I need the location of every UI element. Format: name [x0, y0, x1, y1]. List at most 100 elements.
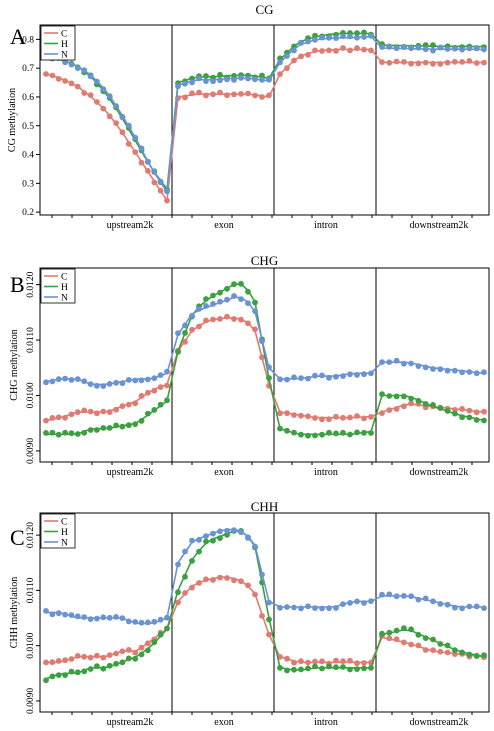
data-point [401, 59, 407, 65]
data-point [231, 281, 237, 288]
data-point [145, 619, 151, 626]
data-point [277, 410, 283, 417]
data-point [62, 375, 68, 382]
data-point [157, 631, 164, 638]
data-point [189, 584, 195, 591]
panel-letter: C [10, 525, 25, 550]
plot-frame [39, 24, 490, 216]
data-point [312, 605, 318, 611]
data-point [305, 665, 311, 672]
data-point [326, 416, 332, 423]
data-point [182, 573, 188, 580]
data-point [182, 338, 188, 345]
data-point [459, 406, 465, 412]
data-point [217, 71, 223, 78]
data-point [55, 658, 62, 664]
data-point [74, 653, 81, 659]
data-point [312, 32, 318, 39]
data-point [347, 431, 353, 438]
data-point [326, 34, 332, 41]
data-point [368, 664, 374, 671]
data-point [319, 34, 325, 41]
data-point [164, 397, 170, 404]
data-point [291, 666, 297, 673]
data-point [87, 408, 94, 415]
data-point [94, 615, 100, 622]
data-point [361, 34, 367, 40]
data-point [43, 659, 49, 666]
data-point [210, 577, 216, 583]
data-point [119, 114, 126, 121]
data-point [284, 53, 290, 59]
data-point [145, 168, 151, 174]
data-point [196, 580, 202, 586]
data-point [298, 40, 304, 46]
y-tick-label: 0.0110 [26, 577, 36, 603]
data-point [81, 90, 88, 96]
region-label-upstream2k: upstream2k [107, 467, 154, 478]
data-point [49, 673, 56, 680]
data-point [231, 316, 237, 322]
data-point [252, 92, 258, 99]
data-point [452, 604, 458, 611]
data-point [81, 67, 88, 74]
data-point [196, 306, 202, 312]
data-point [333, 430, 339, 437]
data-point [74, 376, 81, 382]
data-point [452, 647, 458, 654]
data-point [379, 359, 385, 365]
data-point [422, 635, 429, 641]
data-point [422, 647, 429, 653]
data-point [113, 614, 119, 620]
data-point [430, 42, 436, 48]
data-point [252, 299, 258, 306]
data-point [217, 289, 223, 296]
data-point [100, 408, 107, 415]
data-point [49, 72, 56, 79]
data-point [452, 45, 458, 52]
data-point [305, 413, 311, 420]
data-point [408, 395, 414, 402]
data-point [340, 414, 346, 421]
data-point [245, 582, 251, 589]
data-point [81, 378, 88, 385]
data-point [55, 610, 62, 617]
data-point [210, 530, 216, 537]
data-point [87, 381, 94, 387]
y-tick-label: 0.3 [22, 179, 34, 189]
data-point [196, 75, 202, 82]
data-point [145, 640, 151, 647]
data-point [125, 122, 132, 129]
data-point [55, 76, 62, 82]
data-point [113, 103, 119, 109]
data-point [430, 598, 436, 605]
data-point [94, 410, 100, 417]
region-label-upstream2k: upstream2k [107, 717, 154, 728]
data-point [74, 431, 81, 437]
data-point [224, 531, 230, 538]
data-point [74, 83, 81, 90]
data-point [203, 576, 209, 583]
data-point [347, 414, 353, 421]
data-point [196, 323, 202, 330]
data-point [354, 45, 360, 52]
data-point [326, 429, 332, 436]
data-point [182, 330, 188, 336]
data-point [203, 303, 209, 309]
data-point [106, 425, 113, 431]
data-point [473, 370, 480, 377]
data-point [151, 375, 158, 382]
data-point [252, 308, 258, 314]
region-label-upstream2k: upstream2k [107, 220, 154, 231]
y-tick-label: 0.7 [22, 64, 34, 74]
data-point [284, 655, 290, 662]
data-point [473, 417, 480, 423]
y-tick-label: 0.8 [22, 35, 34, 45]
data-point [100, 86, 107, 93]
data-point [259, 571, 265, 578]
data-point [326, 374, 332, 381]
data-point [340, 45, 346, 51]
data-point [182, 590, 188, 596]
data-point [354, 429, 360, 436]
data-point [43, 417, 49, 424]
